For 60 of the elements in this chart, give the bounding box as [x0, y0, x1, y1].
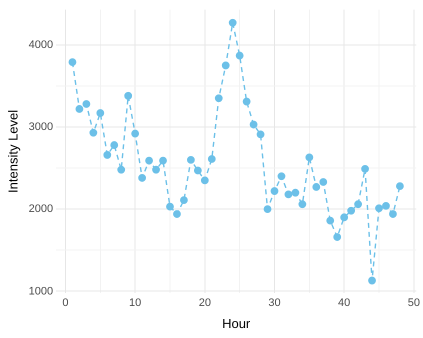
y-axis-title: Intensity Level: [5, 110, 20, 193]
point: [333, 233, 342, 241]
point: [278, 172, 286, 180]
point: [270, 187, 278, 195]
point: [89, 128, 98, 137]
point: [173, 210, 181, 218]
point: [312, 183, 320, 191]
point: [166, 202, 174, 211]
point: [340, 213, 348, 222]
point: [228, 18, 237, 27]
point: [152, 166, 160, 174]
point: [236, 52, 244, 60]
point: [292, 188, 300, 197]
point: [180, 196, 188, 204]
point: [396, 182, 404, 190]
point: [222, 62, 230, 70]
point: [200, 176, 209, 184]
point: [194, 166, 202, 174]
x-axis-title: Hour: [222, 316, 251, 331]
point: [250, 120, 258, 128]
point: [131, 130, 140, 138]
point: [284, 190, 292, 198]
x-tick-label: 30: [268, 296, 281, 309]
point: [368, 276, 376, 284]
point: [68, 58, 76, 66]
point: [186, 156, 195, 164]
x-tick-label: 10: [129, 296, 142, 309]
point: [214, 94, 223, 102]
y-tick-label: 1000: [28, 285, 54, 298]
x-tick-label: 50: [408, 296, 420, 309]
point: [82, 100, 90, 108]
y-tick-label: 3000: [28, 121, 54, 134]
point: [382, 202, 390, 210]
point: [305, 153, 314, 162]
point: [354, 200, 362, 208]
y-tick-label: 2000: [28, 203, 54, 216]
y-tick-label: 4000: [28, 38, 54, 51]
point: [264, 205, 272, 214]
point: [208, 155, 216, 163]
point: [159, 156, 167, 165]
point: [96, 109, 104, 117]
point: [375, 204, 383, 212]
point: [103, 151, 112, 159]
x-tick-label: 0: [62, 296, 69, 309]
point: [124, 92, 132, 100]
point: [117, 166, 126, 174]
point: [256, 130, 264, 138]
point: [138, 174, 146, 182]
point: [319, 178, 328, 186]
point: [76, 105, 84, 113]
x-tick-label: 40: [338, 296, 350, 309]
point: [326, 216, 334, 225]
point: [110, 141, 118, 149]
point: [347, 206, 356, 215]
x-tick-label: 20: [198, 296, 211, 309]
point: [242, 98, 251, 106]
point: [145, 156, 153, 165]
point: [361, 164, 369, 173]
point: [298, 200, 306, 208]
point: [389, 210, 397, 218]
